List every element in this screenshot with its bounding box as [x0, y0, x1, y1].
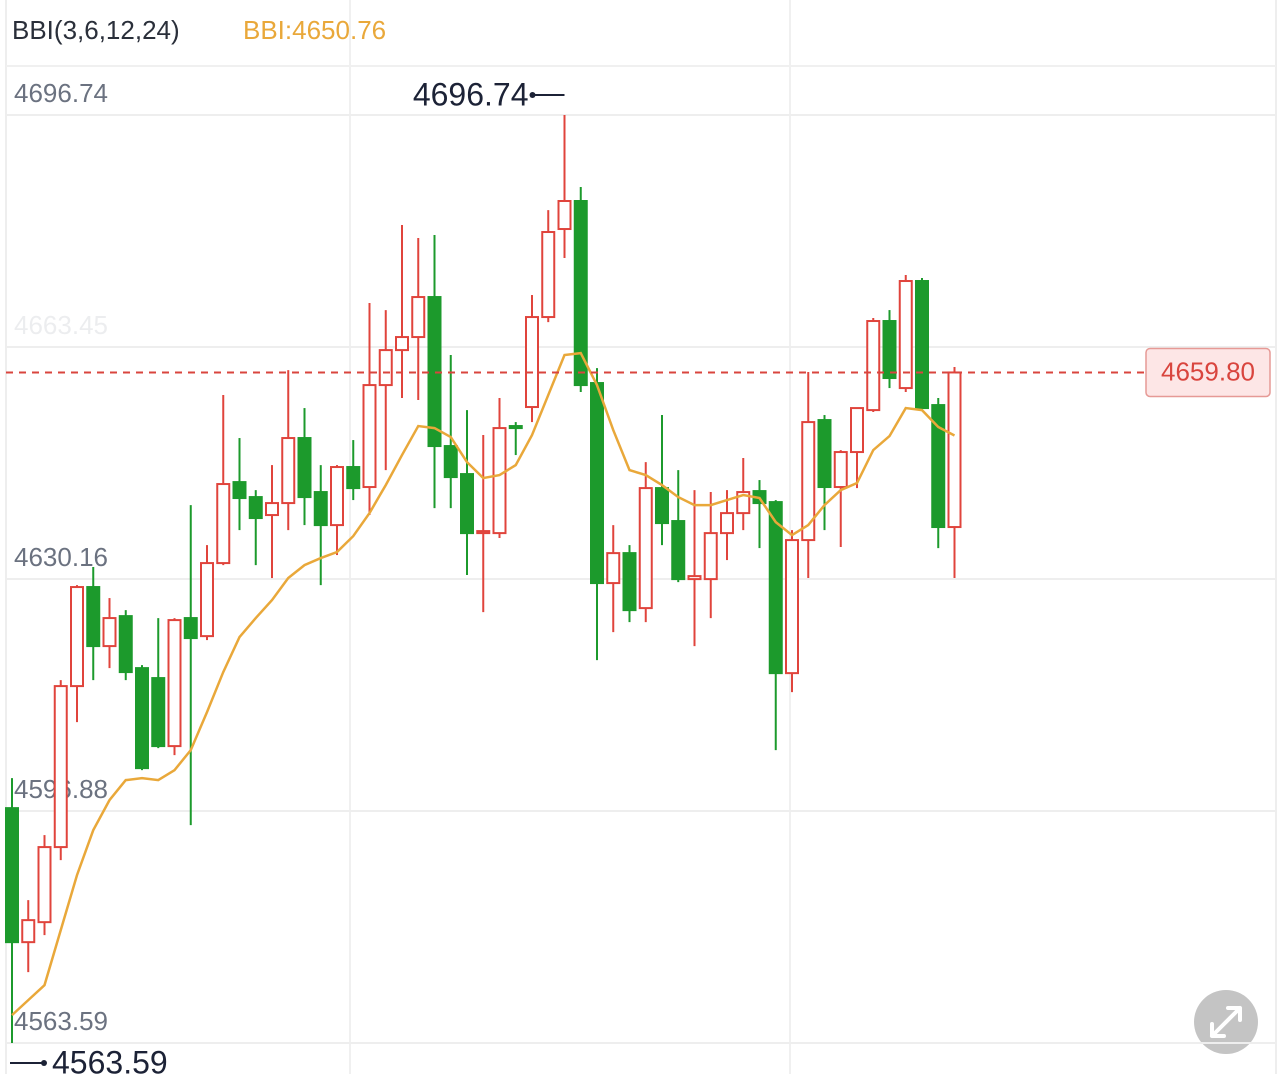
candle-body	[37, 846, 52, 924]
candle-body	[590, 382, 604, 585]
y-tick-label: 4663.45	[14, 310, 108, 340]
candle-body	[53, 685, 68, 849]
candle-body	[411, 296, 426, 339]
candle-body	[232, 481, 247, 500]
indicator-title: BBI(3,6,12,24)	[12, 15, 180, 45]
candle-body	[671, 520, 686, 581]
candle-body	[167, 619, 182, 748]
price-tag-label: 4659.80	[1161, 356, 1255, 386]
candle-body	[525, 316, 539, 409]
candle-body	[346, 466, 361, 490]
candle-body	[915, 280, 929, 410]
min-label: 4563.59	[52, 1044, 168, 1074]
candle-body	[200, 562, 214, 638]
candle-body	[248, 496, 263, 520]
expand-icon[interactable]	[1210, 1006, 1242, 1038]
price-tag	[1145, 347, 1271, 398]
candle-body	[606, 552, 621, 585]
candle-body	[898, 280, 913, 390]
candle-body	[931, 404, 946, 529]
min-marker	[41, 1060, 47, 1066]
candle-body	[638, 487, 653, 610]
candle-body	[768, 501, 783, 675]
y-tick-label: 4630.16	[14, 542, 108, 572]
indicator-value: BBI:4650.76	[243, 15, 386, 45]
candle-body	[378, 349, 393, 387]
candle-body	[281, 437, 296, 505]
candle-body	[183, 617, 198, 640]
candle-body	[330, 466, 344, 527]
candle-body	[557, 200, 572, 231]
candle-body	[476, 530, 491, 535]
y-tick-label: 4563.59	[14, 1006, 108, 1036]
candle-body	[395, 336, 409, 352]
candle-body	[5, 807, 19, 944]
candle-body	[265, 502, 279, 517]
candle-body	[21, 919, 36, 944]
candle-body	[833, 451, 848, 489]
candle-body	[687, 575, 702, 581]
candle-body	[801, 421, 816, 542]
candle-body	[720, 512, 734, 535]
candle-body	[118, 615, 133, 674]
y-tick-label: 4696.74	[14, 78, 108, 108]
candle-body	[216, 483, 231, 565]
expand-button[interactable]	[1194, 990, 1258, 1054]
candle-body	[622, 552, 637, 612]
candle-body	[362, 384, 377, 489]
candle-body	[151, 677, 166, 748]
candle-body	[850, 407, 864, 454]
candle-body	[866, 320, 881, 412]
candle-body	[882, 320, 897, 380]
candle-body	[508, 425, 523, 430]
candle-body	[135, 667, 149, 770]
candle-body	[460, 473, 474, 535]
candle-body	[655, 487, 669, 525]
candle-body	[443, 445, 458, 479]
candle-body	[703, 532, 718, 581]
candle-body	[70, 586, 84, 688]
candle-body	[86, 586, 101, 648]
bbi-line	[11, 351, 956, 1017]
candle-body	[785, 539, 799, 675]
candle-body	[573, 200, 588, 387]
candle-body	[947, 371, 962, 529]
candle-body	[736, 491, 751, 515]
candle-body	[541, 231, 556, 319]
candle-body	[817, 419, 832, 489]
max-label: 4696.74	[413, 76, 529, 112]
candle-body	[492, 427, 507, 535]
candle-body	[313, 491, 328, 527]
candle-body	[102, 617, 117, 648]
candle-body	[297, 437, 312, 499]
